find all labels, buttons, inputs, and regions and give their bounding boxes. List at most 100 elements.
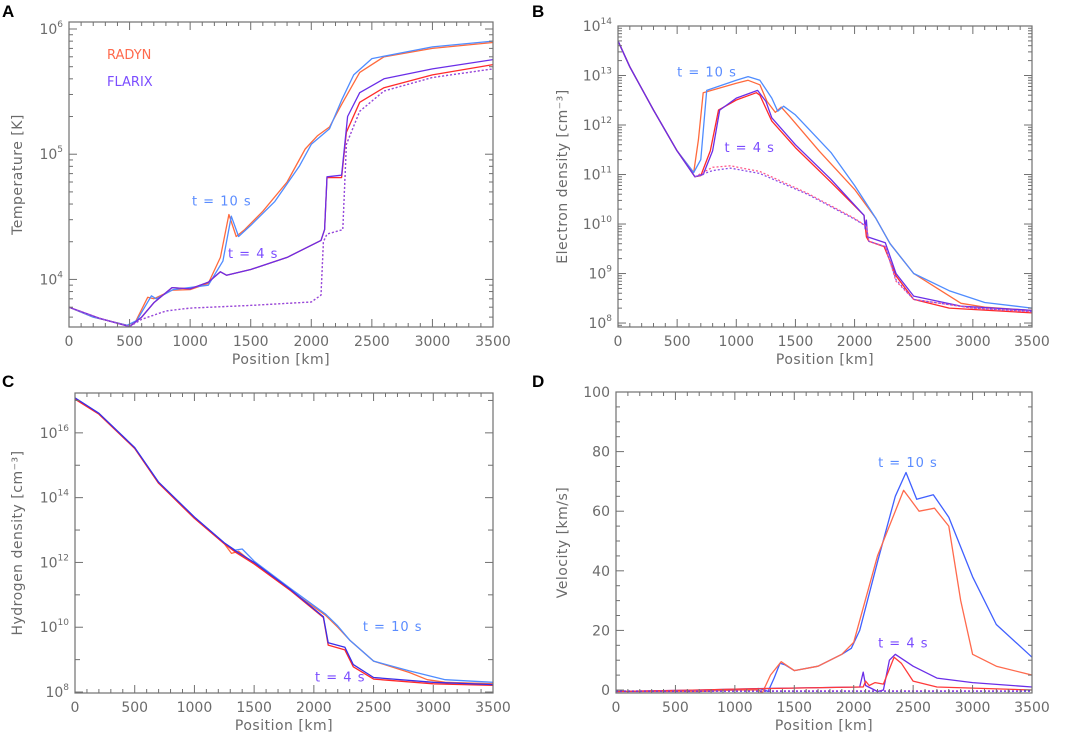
y-tick-label: 108 — [588, 314, 612, 332]
series-line-radyn-10s — [75, 398, 493, 685]
x-tick-label: 2500 — [895, 700, 931, 716]
x-tick-label: 1500 — [778, 334, 814, 350]
x-tick-label: 3000 — [415, 334, 451, 350]
x-axis-label: Position [km] — [232, 352, 330, 368]
annotation-label: t = 4 s — [315, 671, 365, 686]
y-tick-label: 0 — [601, 683, 610, 699]
x-tick-label: 1500 — [776, 700, 812, 716]
annotation-label: t = 10 s — [363, 620, 423, 635]
y-tick-exponent: 11 — [601, 166, 612, 176]
y-tick-base: 10 — [583, 19, 601, 35]
x-axis-label: Position [km] — [235, 718, 333, 734]
y-tick-label: 80 — [592, 445, 610, 461]
x-tick-label: 500 — [664, 334, 691, 350]
y-tick-label: 109 — [588, 265, 612, 283]
plot-frame — [615, 391, 1033, 694]
y-tick-label: 106 — [39, 20, 63, 38]
x-axis-label: Position [km] — [775, 718, 873, 734]
series-line-radyn-4s — [618, 40, 1032, 314]
panel-b: B 0 500 1000 1500 2000 2500 3000 3500 Position [k… — [532, 2, 1050, 368]
annotation-label: t = 4 s — [724, 141, 774, 156]
x-tick-label: 1000 — [172, 334, 208, 350]
panel-letter: A — [2, 2, 14, 21]
y-tick-base: 10 — [583, 168, 601, 184]
y-tick-label: 108 — [45, 683, 69, 701]
series-line-flarix-dotted — [69, 68, 493, 327]
plot-frame — [74, 392, 494, 694]
x-tick-label: 2000 — [836, 700, 872, 716]
y-tick-exponent: 16 — [58, 424, 70, 434]
y-tick-base: 10 — [40, 426, 58, 442]
series-line-radyn-dotted — [69, 68, 493, 327]
y-tick-base: 10 — [45, 685, 63, 701]
y-tick-exponent: 5 — [57, 145, 63, 155]
x-tick-label: 3000 — [955, 334, 991, 350]
x-tick-label: 3500 — [475, 334, 511, 350]
y-tick-exponent: 6 — [57, 20, 63, 30]
x-tick-label: 2000 — [837, 334, 873, 350]
y-axis-label: Temperature [K] — [10, 114, 26, 236]
x-tick-label: 3000 — [415, 700, 451, 716]
y-tick-base: 10 — [583, 118, 601, 134]
series-line-flarix-dotted — [694, 167, 1032, 313]
y-tick-base: 10 — [39, 147, 57, 163]
y-tick-label: 40 — [592, 564, 610, 580]
series-line-flarix-10s — [75, 397, 493, 683]
y-tick-label: 100 — [583, 385, 610, 401]
panel-letter: B — [532, 2, 544, 21]
y-tick-label: 1012 — [583, 116, 612, 134]
annotation-label: t = 4 s — [228, 247, 278, 262]
annotation-label: t = 10 s — [192, 195, 252, 210]
x-tick-label: 2000 — [293, 334, 329, 350]
y-tick-base: 10 — [40, 555, 58, 571]
series-group — [69, 40, 493, 327]
y-axis-label: Electron density [cm⁻³] — [555, 89, 571, 263]
y-tick-label: 60 — [592, 504, 610, 520]
y-tick-label: 1016 — [40, 424, 70, 442]
x-tick-label: 1500 — [236, 700, 272, 716]
legend-entry: FLARIX — [107, 75, 153, 90]
y-tick-label: 1011 — [583, 166, 612, 184]
y-tick-label: 1013 — [583, 67, 612, 85]
y-tick-label: 1010 — [40, 618, 70, 636]
series-group — [75, 397, 493, 687]
series-group — [618, 40, 1032, 314]
x-tick-label: 1000 — [718, 334, 754, 350]
y-tick-base: 10 — [39, 272, 57, 288]
y-tick-base: 10 — [583, 217, 601, 233]
y-tick-base: 10 — [583, 69, 601, 85]
y-tick-base: 10 — [39, 22, 57, 38]
y-axis-label: Velocity [km/s] — [555, 487, 571, 599]
y-tick-exponent: 8 — [606, 314, 612, 324]
x-tick-label: 0 — [612, 700, 621, 716]
y-tick-exponent: 14 — [601, 17, 613, 27]
series-line-flarix-10s — [618, 40, 1032, 309]
y-tick-exponent: 10 — [601, 215, 613, 225]
y-tick-exponent: 9 — [606, 265, 612, 275]
series-line-radyn-10s — [69, 41, 493, 326]
x-tick-label: 2500 — [896, 334, 932, 350]
x-tick-label: 1000 — [717, 700, 753, 716]
x-tick-label: 0 — [71, 700, 80, 716]
panel-c: C 0 500 1000 1500 2000 2500 3000 3500 Position [k… — [2, 372, 511, 734]
y-tick-exponent: 12 — [601, 116, 612, 126]
x-tick-label: 3500 — [475, 700, 511, 716]
legend-entry: RADYN — [107, 48, 151, 63]
series-line-flarix-10s — [69, 40, 493, 326]
panel-letter: C — [2, 372, 14, 391]
panel-a: A 0 500 1000 1500 2000 2500 3000 3500 Position [k… — [2, 2, 511, 368]
y-axis-label: Hydrogen density [cm⁻³] — [10, 450, 26, 635]
y-tick-label: 105 — [39, 145, 63, 163]
y-tick-base: 10 — [40, 620, 58, 636]
series-line-flarix-4s — [616, 653, 1032, 693]
y-tick-label: 1014 — [583, 17, 613, 35]
x-tick-label: 3500 — [1014, 700, 1050, 716]
x-tick-label: 500 — [121, 700, 148, 716]
x-axis-label: Position [km] — [776, 352, 874, 368]
panel-letter: D — [532, 372, 544, 391]
y-tick-label: 20 — [592, 623, 610, 639]
x-tick-label: 0 — [614, 334, 623, 350]
y-tick-exponent: 10 — [58, 618, 70, 628]
x-tick-label: 1500 — [233, 334, 269, 350]
